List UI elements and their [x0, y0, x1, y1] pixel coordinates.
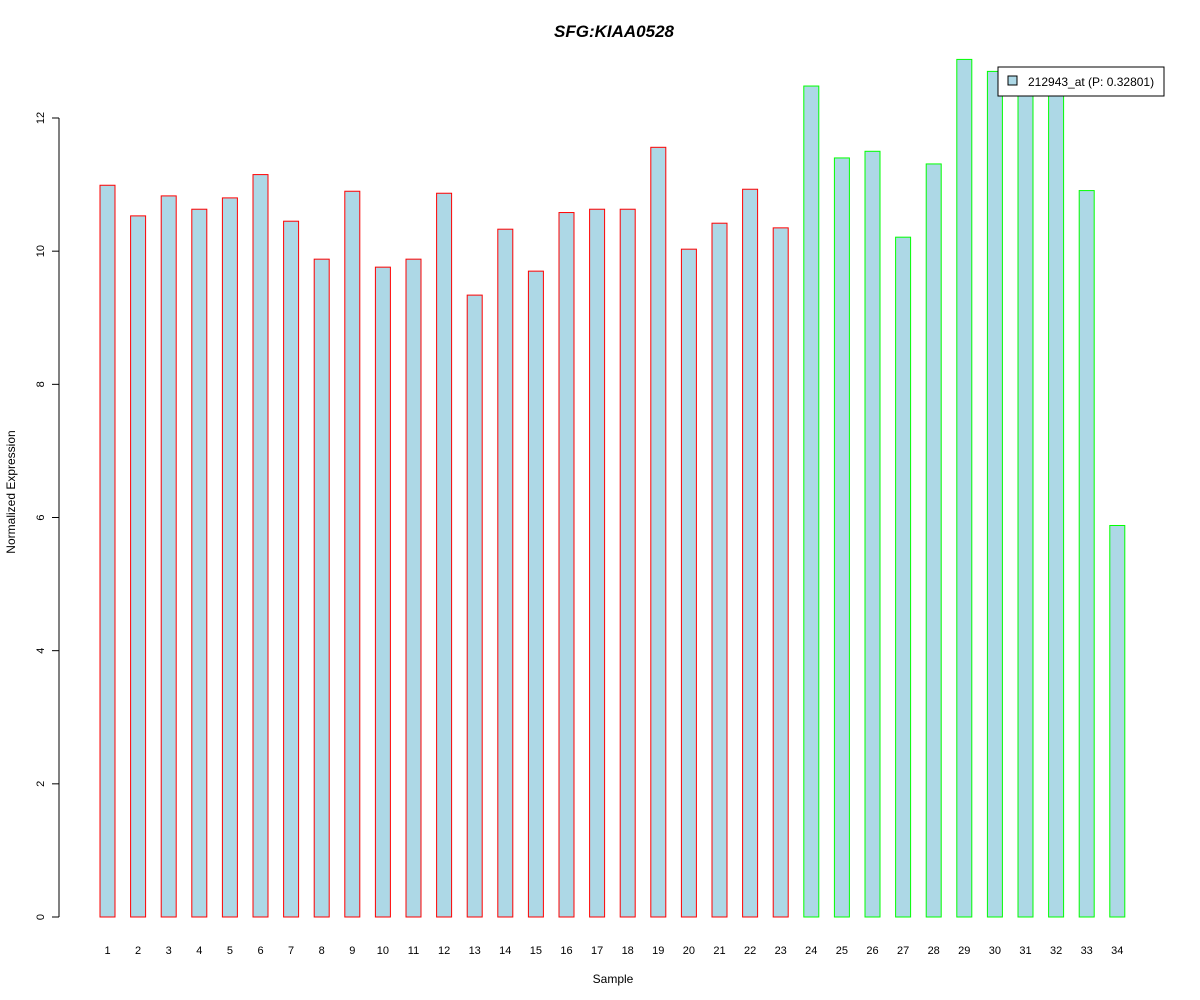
x-tick-label: 21 [713, 945, 725, 957]
bars [99, 58, 1126, 918]
bar-sample-33 [1078, 190, 1095, 918]
bar-sample-25 [833, 157, 850, 918]
x-tick-label: 23 [775, 945, 787, 957]
bar-sample-19 [650, 146, 667, 918]
y-tick-label: 8 [35, 381, 47, 387]
bar-sample-4 [191, 208, 208, 918]
x-tick-label: 16 [560, 945, 572, 957]
legend-swatch [1007, 75, 1018, 86]
x-tick-label: 22 [744, 945, 756, 957]
x-tick-label: 13 [469, 945, 481, 957]
x-tick-label: 11 [408, 945, 419, 957]
y-tick-label: 2 [35, 781, 47, 787]
x-tick-label: 15 [530, 945, 542, 957]
x-tick-label: 19 [652, 945, 664, 957]
x-tick-label: 34 [1111, 945, 1123, 957]
x-tick-label: 32 [1050, 945, 1062, 957]
x-tick-label: 9 [349, 945, 355, 957]
x-tick-label: 30 [989, 945, 1001, 957]
x-tick-label: 8 [319, 945, 325, 957]
legend: 212943_at (P: 0.32801) [997, 66, 1165, 97]
x-tick-label: 2 [135, 945, 141, 957]
x-axis-label: Sample [593, 972, 634, 986]
bar-sample-30 [986, 70, 1003, 918]
chart-title: SFG:KIAA0528 [554, 22, 675, 41]
bar-sample-17 [589, 208, 606, 918]
bar-sample-16 [558, 212, 575, 918]
bar-sample-31 [1017, 90, 1034, 918]
bar-sample-6 [252, 174, 269, 918]
y-tick-label: 6 [35, 514, 47, 520]
bar-sample-15 [527, 270, 544, 918]
bar-sample-13 [466, 294, 483, 918]
legend-box [997, 66, 1165, 97]
x-tick-label: 33 [1081, 945, 1093, 957]
x-tick-label: 18 [622, 945, 634, 957]
bar-sample-28 [925, 163, 942, 918]
y-tick-label: 10 [35, 245, 47, 257]
x-tick-label: 4 [196, 945, 202, 957]
x-tick-label: 3 [166, 945, 172, 957]
x-tick-label: 14 [499, 945, 511, 957]
legend-label: 212943_at (P: 0.32801) [1028, 75, 1154, 89]
bar-sample-5 [221, 197, 238, 918]
x-axis: 1 2 3 4 5 6 7 8 9 10 11 12 13 14 15 16 17 18 19 20 21 22 23 24 2… [104, 945, 1123, 957]
x-tick-label: 28 [928, 945, 940, 957]
x-tick-label: 20 [683, 945, 695, 957]
bar-sample-24 [803, 85, 820, 918]
y-tick-label: 0 [35, 914, 47, 920]
y-axis: 0 2 4 6 8 10 12 [35, 112, 60, 920]
bar-sample-22 [742, 188, 759, 918]
bar-sample-20 [680, 248, 697, 918]
x-tick-label: 25 [836, 945, 848, 957]
bar-sample-10 [374, 266, 391, 918]
bar-sample-34 [1109, 524, 1126, 918]
bar-sample-29 [956, 58, 973, 918]
bar-sample-9 [344, 190, 361, 918]
bar-sample-3 [160, 195, 177, 918]
bar-sample-18 [619, 208, 636, 918]
x-tick-label: 29 [958, 945, 970, 957]
x-tick-label: 6 [257, 945, 263, 957]
x-tick-label: 5 [227, 945, 233, 957]
x-tick-label: 12 [438, 945, 450, 957]
x-tick-label: 24 [805, 945, 817, 957]
bar-sample-12 [436, 192, 453, 918]
y-axis-label: Normalized Expression [4, 430, 18, 553]
bar-sample-7 [283, 220, 300, 918]
x-tick-label: 31 [1019, 945, 1031, 957]
x-tick-label: 1 [104, 945, 110, 957]
bar-sample-32 [1048, 90, 1065, 918]
x-tick-label: 17 [591, 945, 603, 957]
bar-sample-26 [864, 150, 881, 918]
y-tick-label: 4 [35, 648, 47, 654]
x-tick-label: 10 [377, 945, 389, 957]
x-tick-label: 27 [897, 945, 909, 957]
bar-sample-23 [772, 227, 789, 918]
y-tick-label: 12 [35, 112, 47, 124]
bar-sample-11 [405, 258, 422, 918]
bar-sample-27 [895, 236, 912, 918]
bar-sample-21 [711, 222, 728, 918]
bar-sample-2 [130, 215, 147, 918]
x-tick-label: 7 [288, 945, 294, 957]
x-tick-label: 26 [866, 945, 878, 957]
bar-sample-14 [497, 228, 514, 918]
bar-sample-1 [99, 184, 116, 918]
bar-sample-8 [313, 258, 330, 918]
